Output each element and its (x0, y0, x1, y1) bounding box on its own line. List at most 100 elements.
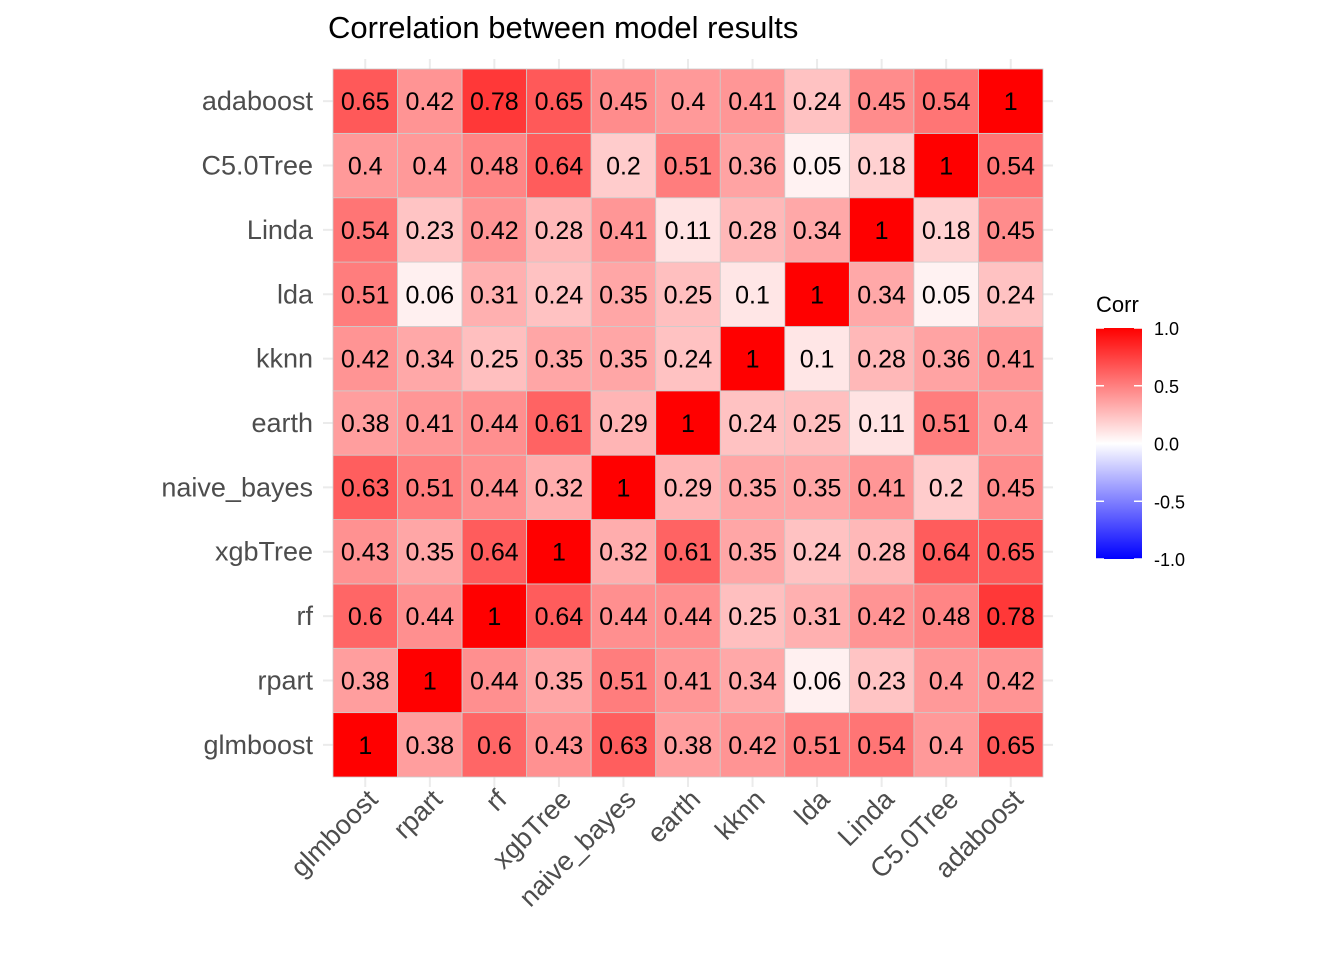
heatmap-cell (978, 68, 1044, 134)
cell-value-label: 0.05 (793, 153, 842, 181)
x-tick-label: lda (789, 783, 836, 830)
heatmap-cell (397, 197, 463, 263)
cell-value-label: 0.23 (405, 217, 454, 245)
cell-value-label: 0.38 (664, 732, 713, 760)
heatmap-cell (397, 132, 463, 199)
cell-value-label: 1 (617, 474, 631, 502)
cell-value-label: 0.61 (664, 539, 713, 567)
heatmap-cell (978, 326, 1044, 392)
heatmap-cell (397, 519, 463, 585)
cell-value-label: 0.25 (728, 603, 777, 631)
cell-value-label: 0.24 (728, 410, 777, 438)
cell-value-label: 0.28 (857, 346, 906, 374)
x-tick-label: kknn (709, 784, 771, 846)
heatmap-cell (332, 647, 398, 714)
heatmap-cell (397, 583, 463, 649)
heatmap-cell (848, 132, 915, 199)
legend-tick-label: 0.5 (1154, 377, 1179, 397)
cell-value-label: 0.34 (405, 346, 454, 374)
heatmap-cell (978, 197, 1044, 263)
heatmap-cell (461, 647, 528, 714)
heatmap-cell (719, 132, 786, 199)
heatmap-cell (848, 647, 915, 714)
x-tick-label: glmboost (285, 784, 384, 883)
heatmap-cell (913, 132, 979, 199)
y-tick-label: C5.0Tree (201, 151, 313, 181)
cell-value-label: 1 (1004, 88, 1018, 116)
cell-value-label: 0.42 (341, 346, 390, 374)
heatmap-cell (719, 390, 786, 456)
cell-value-label: 0.65 (535, 88, 584, 116)
cell-value-label: 0.41 (728, 88, 777, 116)
y-tick-label: xgbTree (215, 537, 313, 567)
cell-value-label: 0.31 (793, 603, 842, 631)
heatmap-cell (719, 197, 786, 263)
cell-value-label: 0.34 (793, 217, 842, 245)
cell-value-label: 0.34 (857, 281, 906, 309)
cell-value-label: 0.32 (535, 474, 584, 502)
cell-value-label: 0.38 (341, 667, 390, 695)
cell-value-label: 0.29 (664, 474, 713, 502)
heatmap-cell (461, 454, 528, 520)
cell-value-label: 0.54 (986, 153, 1035, 181)
heatmap-cell (526, 390, 592, 456)
heatmap-cell (397, 68, 463, 134)
cell-value-label: 0.18 (922, 217, 971, 245)
cell-value-label: 0.41 (664, 667, 713, 695)
y-axis-labels: glmboost rpart rf xgbTree naive_bayes earth kk… (161, 86, 314, 760)
cell-value-label: 0.28 (728, 217, 777, 245)
legend: Corr 1.0 0.5 0.0 -0.5 -1.0 (1096, 292, 1185, 570)
cell-value-label: 0.24 (793, 539, 842, 567)
heatmap-cell (913, 519, 979, 585)
cell-value-label: 0.54 (341, 217, 390, 245)
cell-value-label: 0.51 (599, 667, 648, 695)
cell-value-label: 0.42 (470, 217, 519, 245)
cell-value-label: 0.64 (922, 539, 971, 567)
heatmap-cell (526, 197, 592, 263)
heatmap-cell (848, 326, 915, 392)
cell-value-label: 0.24 (793, 88, 842, 116)
heatmap-cell (913, 390, 979, 456)
chart-title: Correlation between model results (328, 10, 798, 45)
heatmap-cell (913, 326, 979, 392)
heatmap-cells: 1 0.38 0.6 0.43 0.63 0.38 0.42 0.51 0.54 0.4 0.65 0… (332, 68, 1044, 778)
heatmap-cell (332, 261, 398, 327)
cell-value-label: 0.42 (728, 732, 777, 760)
heatmap-cell (655, 390, 721, 456)
heatmap-cell (784, 583, 850, 649)
heatmap-cell (397, 326, 463, 392)
heatmap-cell (332, 712, 398, 778)
heatmap-cell (397, 712, 463, 778)
cell-value-label: 0.36 (728, 153, 777, 181)
heatmap-cell (590, 390, 657, 456)
heatmap-cell (590, 712, 657, 778)
heatmap-cell (332, 454, 398, 520)
cell-value-label: 0.54 (922, 88, 971, 116)
cell-value-label: 0.24 (986, 281, 1035, 309)
heatmap-cell (332, 68, 398, 134)
cell-value-label: 0.41 (405, 410, 454, 438)
cell-value-label: 1 (875, 217, 889, 245)
legend-tick-label: 1.0 (1154, 319, 1179, 339)
y-tick-label: rpart (257, 665, 313, 695)
cell-value-label: 0.24 (535, 281, 584, 309)
cell-value-label: 0.65 (986, 539, 1035, 567)
heatmap-cell (655, 132, 721, 199)
cell-value-label: 0.45 (857, 88, 906, 116)
heatmap-cell (590, 68, 657, 134)
y-tick-label: adaboost (202, 86, 314, 116)
cell-value-label: 1 (487, 603, 501, 631)
cell-value-label: 0.25 (470, 346, 519, 374)
heatmap-cell (913, 261, 979, 327)
heatmap-cell (526, 132, 592, 199)
cell-value-label: 1 (810, 281, 824, 309)
heatmap-cell (461, 583, 528, 649)
cell-value-label: 0.65 (341, 88, 390, 116)
cell-value-label: 0.44 (664, 603, 713, 631)
cell-value-label: 0.41 (857, 474, 906, 502)
heatmap-cell (526, 647, 592, 714)
heatmap-cell (332, 132, 398, 199)
heatmap-cell (784, 519, 850, 585)
cell-value-label: 0.42 (405, 88, 454, 116)
